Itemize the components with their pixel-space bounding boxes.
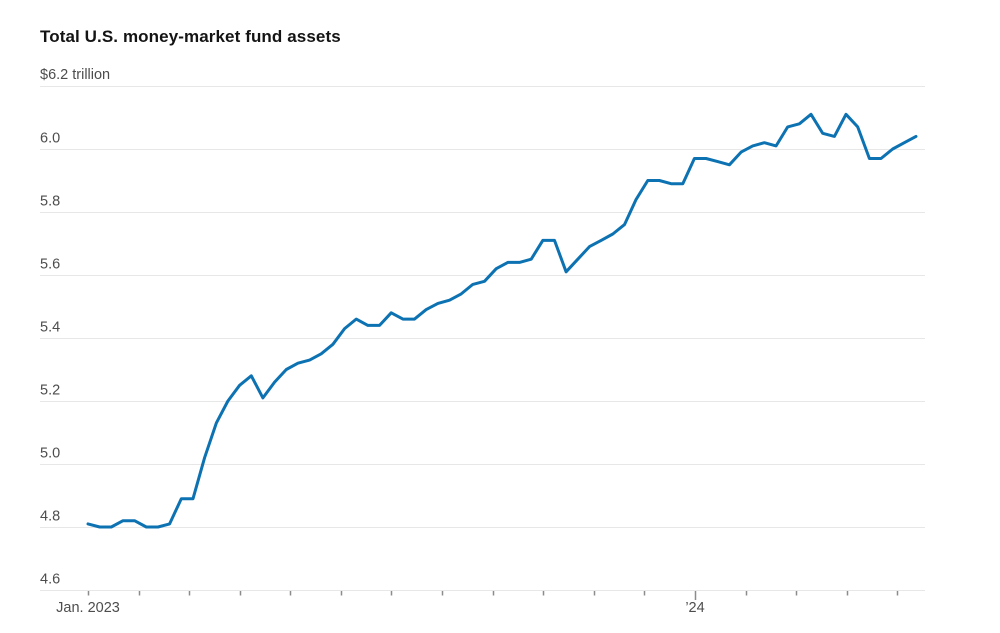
y-tick-label: 6.0 (40, 131, 60, 147)
y-axis-top-label: $6.2 trillion (40, 67, 110, 83)
y-tick-label: 5.2 (40, 383, 60, 399)
x-tick-label: ’24 (685, 600, 704, 616)
y-tick-label: 5.0 (40, 446, 60, 462)
data-line-series (86, 112, 918, 529)
y-tick-label: 5.6 (40, 257, 60, 273)
x-tick-label: Jan. 2023 (56, 600, 120, 616)
y-tick-label: 5.4 (40, 320, 60, 336)
y-tick-label: 4.8 (40, 509, 60, 525)
y-tick-label: 4.6 (40, 572, 60, 588)
chart-title: Total U.S. money-market fund assets (40, 27, 341, 46)
y-tick-label: 5.8 (40, 194, 60, 210)
